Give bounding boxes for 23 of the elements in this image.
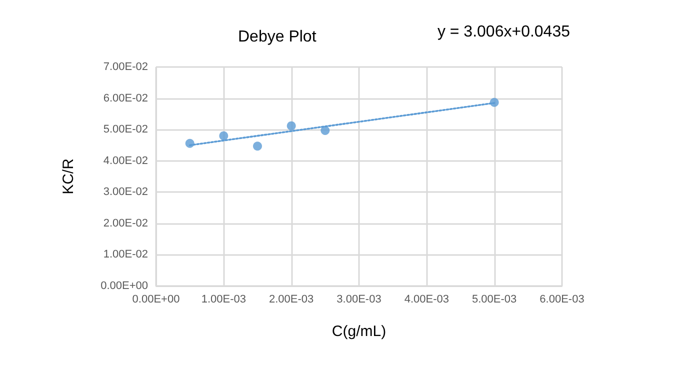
y-tick-label: 6.00E-02 (103, 92, 148, 104)
x-tick-label: 5.00E-03 (472, 294, 517, 306)
x-tick-label: 3.00E-03 (336, 294, 382, 306)
y-tick-label: 4.00E-02 (103, 154, 148, 167)
point (286, 121, 296, 130)
y-tick-label: 7.00E-02 (103, 61, 148, 73)
y-tick-label: 5.00E-02 (103, 124, 148, 136)
x-tick-label: 1.00E-03 (201, 294, 246, 306)
y-tick-label: 1.00E-02 (103, 248, 148, 261)
text: y = 3.006x+0.0435 (437, 24, 570, 40)
point (219, 131, 228, 140)
y-tick-label: 3.00E-02 (103, 186, 148, 198)
x-axis-title: C(g/mL) (332, 323, 386, 340)
y-tick-label: 2.00E-02 (103, 217, 148, 230)
x-tick-label: 6.00E-03 (540, 294, 584, 306)
y-tick-label: 0.00E+00 (100, 280, 148, 292)
x-tick-label: 4.00E-03 (404, 294, 449, 306)
point (320, 126, 330, 136)
chart-title: Debye Plot (238, 28, 317, 46)
x-tick-label: 0.00E+00 (132, 294, 180, 306)
x-tick-label: 2.00E-03 (269, 294, 314, 306)
point (253, 142, 262, 151)
y-axis-title: KC/R (60, 158, 77, 194)
